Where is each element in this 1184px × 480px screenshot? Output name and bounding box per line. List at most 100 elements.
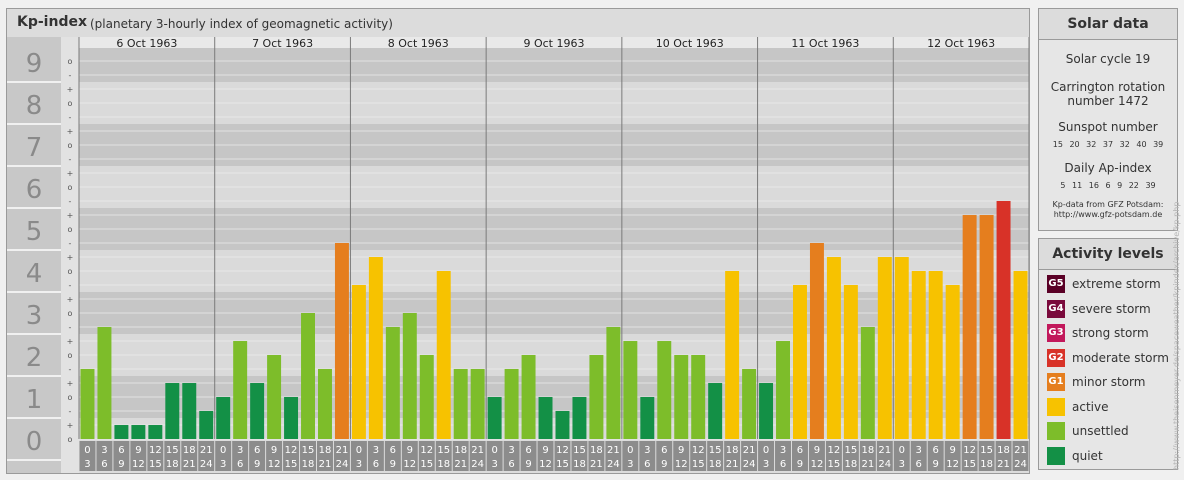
kp-bar bbox=[487, 397, 502, 439]
kp-bar bbox=[199, 410, 214, 439]
ap-title: Daily Ap-index bbox=[1064, 161, 1152, 175]
kp-bar bbox=[419, 355, 434, 439]
kp-minor-label: - bbox=[69, 197, 72, 206]
hour-start-label: 12 bbox=[828, 445, 841, 456]
kp-axis-column bbox=[7, 37, 61, 473]
hour-end-label: 12 bbox=[675, 459, 688, 470]
kp-bar bbox=[267, 355, 282, 439]
hour-end-label: 6 bbox=[508, 459, 514, 470]
hour-start-label: 18 bbox=[590, 445, 603, 456]
kp-minor-label: o bbox=[68, 183, 73, 192]
hour-end-label: 24 bbox=[200, 459, 213, 470]
hour-tick-cell bbox=[910, 441, 927, 471]
activity-level-swatch: G1 bbox=[1047, 373, 1065, 391]
hour-tick-cell bbox=[944, 441, 961, 471]
kp-bar bbox=[911, 271, 926, 439]
hour-end-label: 12 bbox=[403, 459, 416, 470]
kp-minor-label: o bbox=[68, 141, 73, 150]
hour-start-label: 0 bbox=[763, 445, 769, 456]
hour-tick-cell bbox=[690, 441, 707, 471]
activity-levels-panel: Activity levels G5 extreme storm G4 severe … bbox=[1038, 238, 1178, 470]
kp-bar bbox=[250, 383, 265, 439]
hour-end-label: 24 bbox=[1014, 459, 1027, 470]
hour-start-label: 3 bbox=[644, 445, 650, 456]
hour-start-label: 6 bbox=[254, 445, 260, 456]
kp-minor-label: + bbox=[67, 85, 74, 94]
hour-tick-cell bbox=[842, 441, 859, 471]
hour-start-label: 21 bbox=[1014, 445, 1027, 456]
hour-start-label: 12 bbox=[963, 445, 976, 456]
hour-end-label: 18 bbox=[437, 459, 450, 470]
kp-bar bbox=[708, 383, 723, 439]
hour-tick-cell bbox=[656, 441, 673, 471]
hour-tick-cell bbox=[198, 441, 215, 471]
hour-tick-cell bbox=[876, 441, 893, 471]
activity-level-swatch: G3 bbox=[1047, 324, 1065, 342]
ap-values: 5 11 16 6 9 22 39 bbox=[1060, 181, 1156, 190]
hour-tick-cell bbox=[893, 441, 910, 471]
hour-tick-cell bbox=[130, 441, 147, 471]
hour-start-label: 15 bbox=[845, 445, 858, 456]
hour-tick-cell bbox=[639, 441, 656, 471]
activity-level-swatch bbox=[1047, 446, 1065, 465]
hour-end-label: 18 bbox=[302, 459, 315, 470]
hour-tick-cell bbox=[266, 441, 283, 471]
kp-bar bbox=[894, 257, 909, 439]
hour-end-label: 15 bbox=[828, 459, 841, 470]
hour-start-label: 0 bbox=[491, 445, 497, 456]
hour-start-label: 0 bbox=[899, 445, 905, 456]
activity-level-swatch bbox=[1047, 397, 1065, 416]
hour-start-label: 15 bbox=[302, 445, 315, 456]
kp-minor-label: - bbox=[69, 365, 72, 374]
kp-bar bbox=[809, 242, 824, 439]
kp-bar bbox=[334, 242, 349, 439]
solar-data-panel: Solar data Solar cycle 19 Carrington rot… bbox=[1038, 8, 1178, 231]
hour-start-label: 18 bbox=[454, 445, 467, 456]
hour-end-label: 18 bbox=[845, 459, 858, 470]
kp-bar bbox=[284, 397, 299, 439]
day-label: 8 Oct 1963 bbox=[388, 37, 449, 50]
kp-bar bbox=[826, 257, 841, 439]
kp-minor-label: + bbox=[67, 295, 74, 304]
kp-minor-label: o bbox=[68, 57, 73, 66]
hour-end-label: 3 bbox=[356, 459, 362, 470]
day-label: 7 Oct 1963 bbox=[252, 37, 313, 50]
kp-level-label: 9 bbox=[26, 49, 43, 79]
hour-end-label: 3 bbox=[627, 459, 633, 470]
activity-level-label: unsettled bbox=[1072, 424, 1129, 438]
kp-bar bbox=[606, 326, 621, 439]
kp-level-label: 4 bbox=[26, 259, 43, 289]
hour-start-label: 21 bbox=[200, 445, 213, 456]
hour-start-label: 6 bbox=[661, 445, 667, 456]
hour-tick-cell bbox=[707, 441, 724, 471]
kp-minor-label: + bbox=[67, 127, 74, 136]
kp-bar bbox=[233, 341, 248, 439]
hour-end-label: 15 bbox=[420, 459, 433, 470]
kp-bar bbox=[877, 257, 892, 439]
kp-bar bbox=[97, 326, 112, 439]
activity-levels-title: Activity levels bbox=[1039, 239, 1177, 270]
hour-tick-cell bbox=[96, 441, 113, 471]
hour-end-label: 3 bbox=[491, 459, 497, 470]
hour-end-label: 3 bbox=[220, 459, 226, 470]
hour-tick-cell bbox=[775, 441, 791, 471]
kp-level-label: 2 bbox=[26, 343, 43, 373]
hour-tick-cell bbox=[384, 441, 401, 471]
hour-tick-cell bbox=[792, 441, 808, 471]
kp-minor-label: + bbox=[67, 211, 74, 220]
hour-end-label: 9 bbox=[933, 459, 939, 470]
hour-tick-cell bbox=[724, 441, 741, 471]
hour-start-label: 15 bbox=[166, 445, 179, 456]
kp-band-9 bbox=[79, 47, 1029, 82]
hour-start-label: 21 bbox=[743, 445, 756, 456]
hour-start-label: 9 bbox=[542, 445, 548, 456]
hour-tick-cell bbox=[808, 441, 825, 471]
hour-end-label: 3 bbox=[899, 459, 905, 470]
kp-bar bbox=[148, 425, 163, 439]
hour-start-label: 9 bbox=[814, 445, 820, 456]
hour-end-label: 15 bbox=[285, 459, 298, 470]
kp-bar bbox=[793, 284, 807, 439]
day-label: 9 Oct 1963 bbox=[523, 37, 584, 50]
hour-start-label: 0 bbox=[220, 445, 226, 456]
hour-start-label: 3 bbox=[373, 445, 379, 456]
